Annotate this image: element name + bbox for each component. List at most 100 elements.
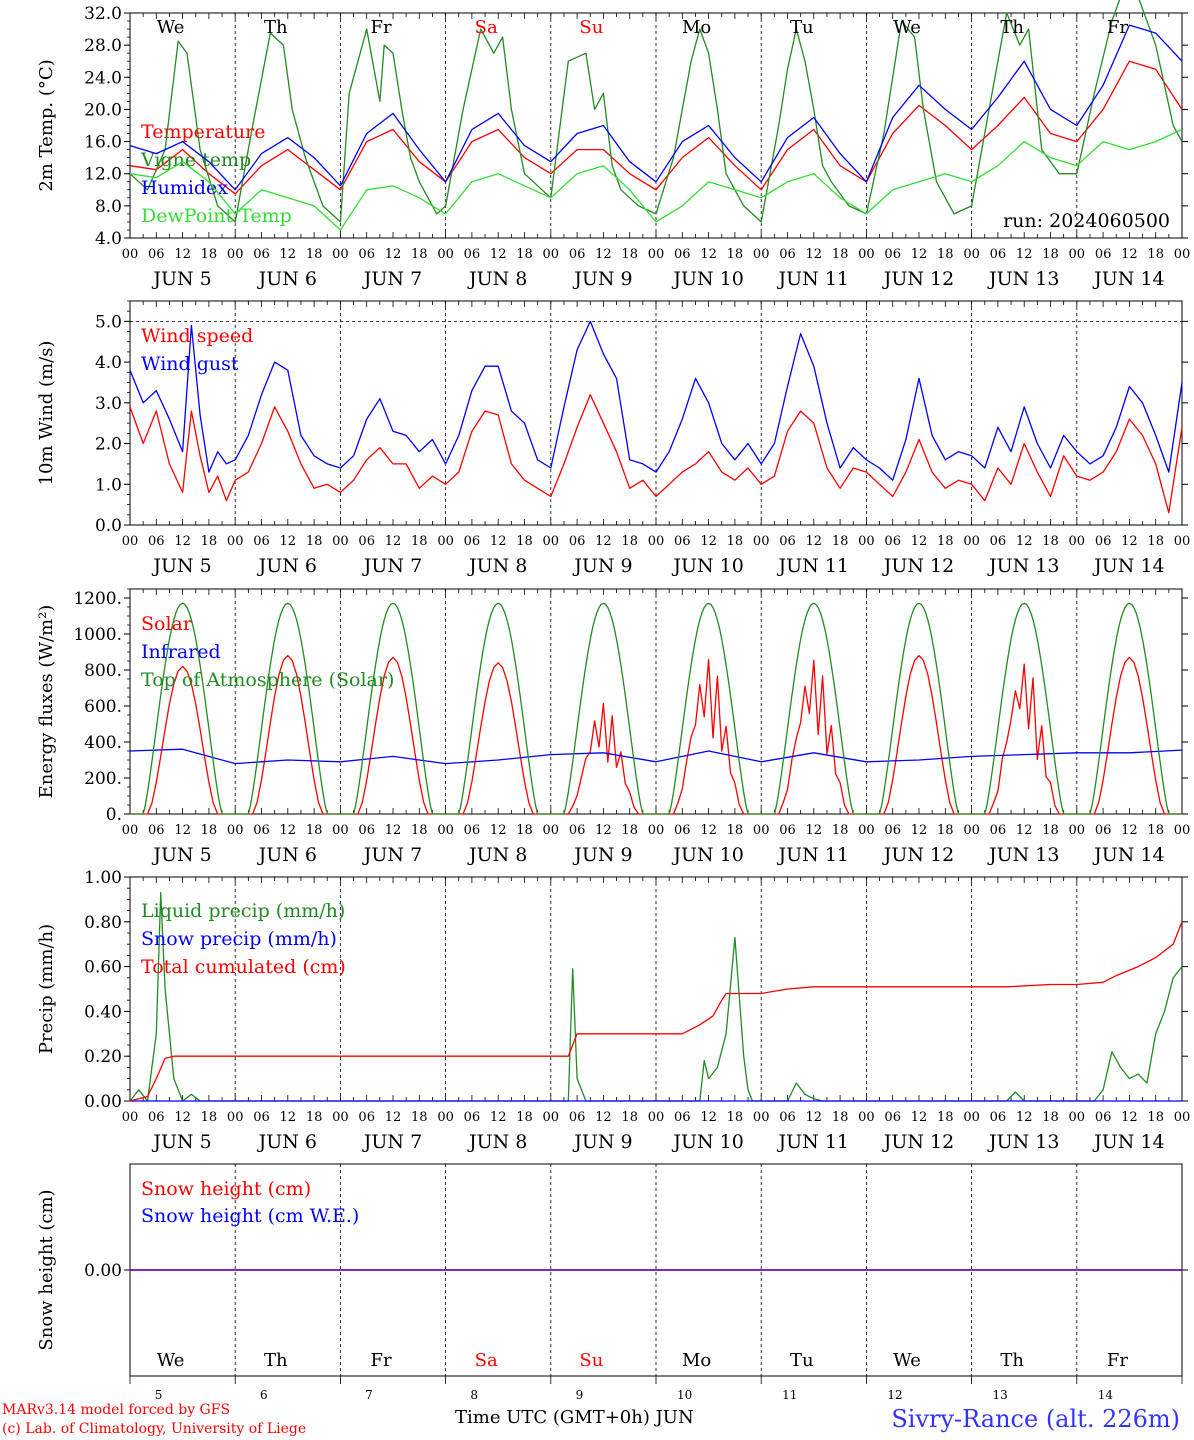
hour-tick-label: 00 (1069, 534, 1086, 549)
hour-tick-label: 00 (858, 534, 875, 549)
hour-tick-label: 12 (1016, 534, 1033, 549)
hour-tick-label: 18 (201, 1110, 218, 1125)
hour-tick-label: 06 (1095, 247, 1112, 262)
hour-tick-label: 06 (464, 823, 481, 838)
hour-tick-label: 00 (437, 823, 454, 838)
hour-tick-label: 06 (569, 1110, 586, 1125)
hour-tick-label: 06 (674, 534, 691, 549)
hour-tick-label: 00 (543, 534, 560, 549)
hour-tick-label: 18 (1147, 247, 1164, 262)
hour-tick-label: 12 (1016, 1110, 1033, 1125)
hour-tick-label: 06 (148, 247, 165, 262)
hour-tick-label: 00 (753, 534, 770, 549)
hour-tick-label: 18 (1042, 1110, 1059, 1125)
day-date-label: JUN 13 (987, 844, 1059, 866)
day-date-label: JUN 12 (882, 844, 954, 866)
hour-tick-label: 06 (990, 823, 1007, 838)
hour-tick-label: 06 (148, 534, 165, 549)
day-date-label: JUN 14 (1092, 268, 1164, 290)
hour-tick-label: 00 (1174, 823, 1191, 838)
y-tick-label: 24.0 (84, 68, 122, 88)
hour-tick-label: 00 (122, 1110, 139, 1125)
hour-tick-label: 18 (832, 247, 849, 262)
hour-tick-label: 06 (674, 1110, 691, 1125)
date-number-label: 9 (576, 1388, 584, 1402)
hour-tick-label: 06 (358, 247, 375, 262)
hour-tick-label: 06 (569, 247, 586, 262)
day-date-label: JUN 10 (671, 1131, 743, 1153)
day-date-label: JUN 6 (257, 844, 317, 866)
hour-tick-label: 18 (727, 1110, 744, 1125)
hour-tick-label: 06 (464, 247, 481, 262)
day-date-label: JUN 11 (777, 268, 849, 290)
hour-tick-label: 12 (1016, 823, 1033, 838)
hour-tick-label: 12 (174, 823, 191, 838)
hour-tick-label: 12 (174, 534, 191, 549)
y-tick-label: 600. (84, 697, 122, 717)
day-date-label: JUN 7 (362, 1131, 422, 1153)
hour-tick-label: 06 (884, 823, 901, 838)
day-date-label: JUN 9 (572, 555, 632, 577)
legend-entry: Snow height (cm W.E.) (141, 1205, 359, 1227)
station-label: Sivry-Rance (alt. 226m) (891, 1405, 1180, 1433)
hour-tick-label: 12 (1121, 1110, 1138, 1125)
hour-tick-label: 12 (280, 534, 297, 549)
hour-tick-label: 12 (911, 823, 928, 838)
hour-tick-label: 12 (911, 534, 928, 549)
hour-tick-label: 12 (700, 823, 717, 838)
hour-tick-label: 12 (806, 823, 823, 838)
day-date-label: JUN 5 (151, 1131, 211, 1153)
hour-tick-label: 06 (990, 247, 1007, 262)
hour-tick-label: 12 (806, 534, 823, 549)
hour-tick-label: 12 (806, 247, 823, 262)
hour-tick-label: 18 (516, 247, 533, 262)
legend-entry: Total cumulated (cm) (141, 956, 346, 978)
hour-tick-label: 12 (1121, 247, 1138, 262)
series-line-wind-gust (129, 320, 1183, 481)
series-line-liquid-precip-mm-h- (129, 892, 1183, 1102)
hour-tick-label: 00 (858, 1110, 875, 1125)
date-number-label: 10 (677, 1388, 692, 1402)
hour-tick-label: 18 (411, 247, 428, 262)
legend-entry: Solar (141, 613, 193, 635)
hour-tick-label: 12 (595, 1110, 612, 1125)
hour-tick-label: 00 (963, 823, 980, 838)
date-number-label: 11 (782, 1388, 797, 1402)
hour-tick-label: 06 (779, 823, 796, 838)
hour-tick-label: 18 (516, 1110, 533, 1125)
legend-entry: Vigne temp (140, 149, 251, 171)
hour-tick-label: 12 (385, 534, 402, 549)
hour-tick-label: 12 (700, 247, 717, 262)
hour-tick-label: 18 (832, 1110, 849, 1125)
hour-tick-label: 06 (1095, 534, 1112, 549)
hour-tick-label: 18 (832, 534, 849, 549)
day-date-label: JUN 9 (572, 844, 632, 866)
hour-tick-label: 12 (280, 247, 297, 262)
day-of-week-label: We (157, 17, 185, 38)
hour-tick-label: 12 (174, 1110, 191, 1125)
hour-tick-label: 06 (358, 534, 375, 549)
hour-tick-label: 18 (1147, 1110, 1164, 1125)
hour-tick-label: 12 (280, 1110, 297, 1125)
day-of-week-label: Mo (682, 1350, 711, 1371)
day-of-week-label: Th (1000, 17, 1024, 38)
day-of-week-label: Sa (475, 1350, 498, 1371)
hour-tick-label: 00 (227, 247, 244, 262)
y-axis-label: Precip (mm/h) (36, 924, 57, 1054)
y-tick-label: 20.0 (84, 100, 122, 120)
hour-tick-label: 00 (648, 823, 665, 838)
hour-tick-label: 06 (148, 823, 165, 838)
series-line-wind-speed (129, 394, 1183, 514)
day-of-week-label: Th (1000, 1350, 1024, 1371)
hour-tick-label: 12 (1121, 534, 1138, 549)
y-tick-label: 5.0 (95, 312, 122, 332)
hour-tick-label: 18 (727, 247, 744, 262)
day-date-label: JUN 12 (882, 555, 954, 577)
hour-tick-label: 12 (911, 1110, 928, 1125)
hour-tick-label: 18 (411, 1110, 428, 1125)
hour-tick-label: 00 (332, 823, 349, 838)
hour-tick-label: 00 (122, 534, 139, 549)
legend-entry: Humidex (141, 177, 228, 199)
y-tick-label: 32.0 (84, 4, 122, 24)
panel-temperature: 4.0 8.0 12.0 16.0 20.0 24.0 28.0 32.0 2m Temp. (… (36, 0, 1190, 290)
